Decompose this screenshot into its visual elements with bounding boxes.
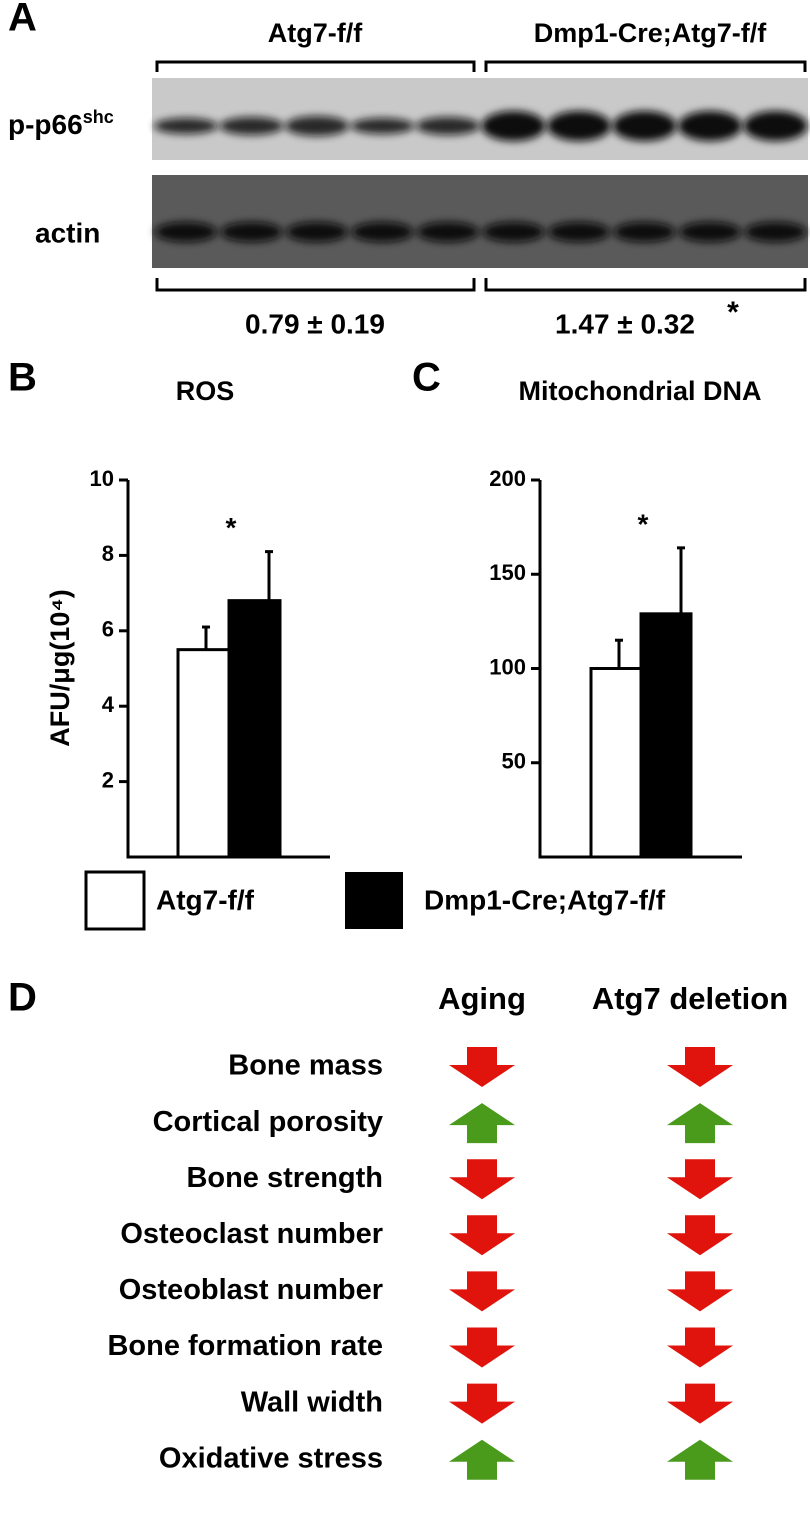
legend-swatch: [84, 870, 146, 931]
group-label: Atg7-f/f: [268, 18, 363, 48]
band: [743, 111, 808, 141]
blot-row-label: p-p66shc: [8, 107, 114, 141]
significance: *: [727, 296, 739, 329]
blot-row-label: actin: [35, 217, 100, 248]
arrow: [667, 1439, 733, 1480]
band: [547, 111, 611, 141]
column-header: Atg7 deletion: [592, 981, 788, 1016]
annotation: *: [226, 512, 237, 543]
arrow: [449, 1439, 515, 1480]
band: [154, 118, 218, 134]
blot-image: [152, 175, 808, 268]
y-tick-label: 200: [489, 466, 526, 491]
legend-label: Atg7-f/f: [156, 884, 255, 915]
arrow: [667, 1103, 733, 1144]
arrow: [449, 1271, 515, 1312]
y-tick-label: 6: [102, 617, 114, 642]
band: [548, 222, 610, 242]
band: [155, 222, 217, 242]
bracket: [155, 60, 807, 72]
chart-title: Mitochondrial DNA: [519, 376, 762, 406]
band: [416, 117, 480, 135]
panel-label: A: [8, 0, 37, 40]
label: p-p66: [8, 109, 83, 140]
row-label: Bone formation rate: [107, 1330, 383, 1362]
panel-label: C: [412, 356, 441, 400]
legend-label: Dmp1-Cre;Atg7-f/f: [424, 884, 666, 915]
bar: [176, 648, 231, 859]
y-tick-label: 150: [489, 560, 526, 585]
arrow: [667, 1271, 733, 1312]
row-label: Bone mass: [228, 1050, 383, 1082]
group-label: Dmp1-Cre;Atg7-f/f: [534, 18, 768, 48]
bracket: [155, 278, 807, 292]
band: [744, 222, 807, 242]
band: [417, 222, 479, 242]
legend-swatch: [345, 872, 403, 929]
band: [220, 222, 283, 242]
row-label: Osteoclast number: [120, 1218, 383, 1250]
charts: ROS AFU/μg(10⁴) 2 4 6 8 10 * Mitochondrial DNA 50…: [45, 376, 762, 859]
bar: [227, 599, 282, 859]
band: [612, 111, 677, 141]
y-axis-label: AFU/μg(10⁴): [45, 589, 75, 746]
y-tick-label: 2: [102, 767, 114, 792]
bar: [589, 667, 643, 859]
panel-label: D: [8, 976, 37, 1020]
y-tick-label: 8: [102, 541, 114, 566]
ratio: 0.79 ± 0.19: [245, 308, 385, 339]
arrow: [667, 1327, 733, 1368]
band: [482, 222, 545, 242]
arrow: [667, 1047, 733, 1087]
arrow: [667, 1159, 733, 1200]
band: [285, 116, 349, 136]
bar: [639, 612, 693, 859]
band: [350, 118, 415, 134]
band: [678, 111, 742, 141]
arrow: [449, 1047, 515, 1087]
band: [679, 222, 741, 242]
chart-title: ROS: [176, 376, 235, 406]
blot-bands: [154, 111, 808, 242]
panel-label: B: [8, 356, 37, 400]
y-tick-label: 50: [502, 749, 526, 774]
summary-table: Bone mass Cortical porosity Bone strength O…: [107, 1047, 733, 1480]
row-label: Osteoblast number: [119, 1274, 383, 1306]
arrow: [449, 1327, 515, 1368]
band: [219, 117, 284, 135]
row-label: Bone strength: [186, 1162, 383, 1194]
row-label: Cortical porosity: [153, 1106, 383, 1138]
arrow: [449, 1383, 515, 1424]
y-tick-label: 100: [489, 654, 526, 679]
arrow: [667, 1383, 733, 1424]
annotation: *: [638, 508, 649, 539]
column-header: Aging: [438, 981, 526, 1016]
band: [613, 222, 676, 242]
band: [481, 111, 546, 141]
row-label: Oxidative stress: [159, 1442, 383, 1474]
arrow: [449, 1159, 515, 1200]
y-tick-label: 4: [102, 692, 115, 717]
row-label: Wall width: [241, 1386, 383, 1418]
band: [286, 222, 348, 242]
band: [351, 222, 414, 242]
y-tick-label: 10: [90, 466, 114, 491]
superscript: shc: [83, 107, 114, 127]
arrow: [449, 1103, 515, 1144]
ratio: 1.47 ± 0.32: [555, 308, 695, 339]
arrow: [667, 1215, 733, 1256]
arrow: [449, 1215, 515, 1256]
